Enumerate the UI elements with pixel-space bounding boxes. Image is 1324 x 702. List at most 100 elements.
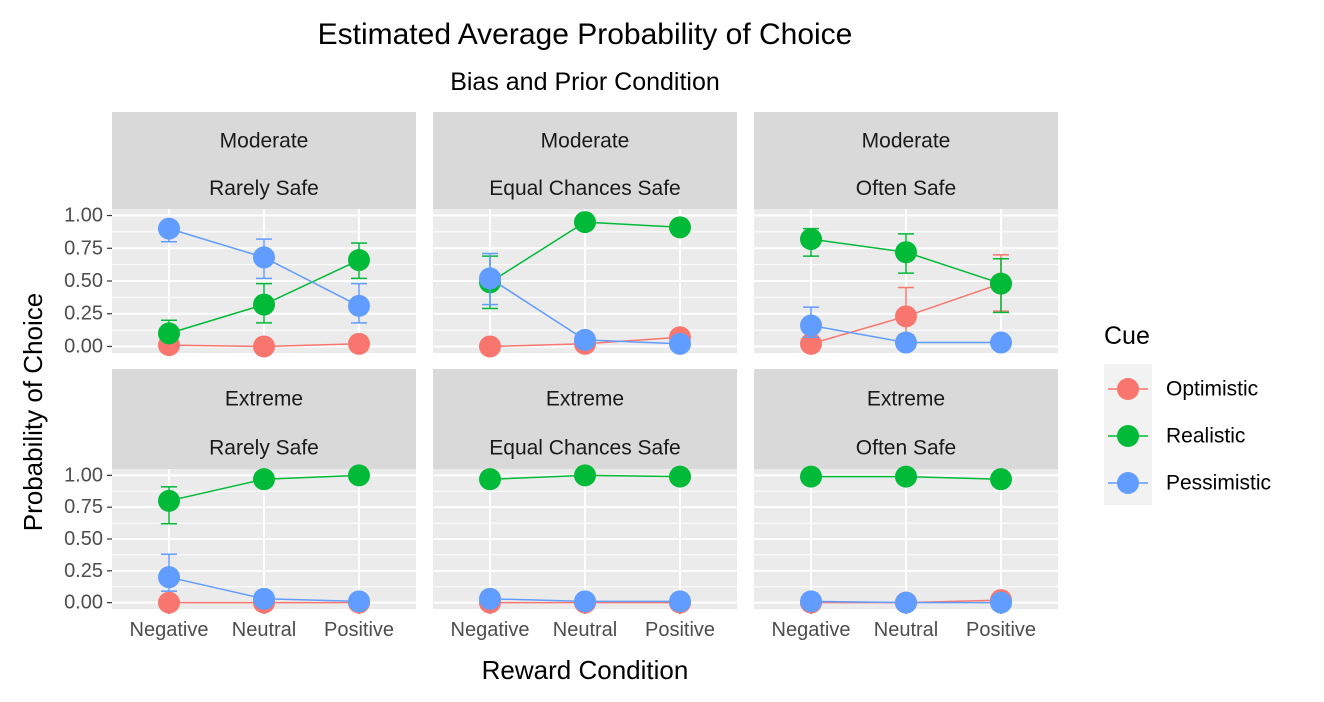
data-point-optimistic — [800, 332, 822, 355]
data-point-realistic — [800, 465, 822, 488]
legend-label: Optimistic — [1166, 378, 1258, 401]
y-tick-label: 1.00 — [64, 464, 103, 486]
chart-title: Estimated Average Probability of Choice — [318, 18, 853, 51]
strip-label-bias: Extreme — [225, 388, 303, 411]
series-pessimistic — [158, 553, 370, 613]
strip-label-bias: Extreme — [867, 388, 945, 411]
series-pessimistic — [158, 217, 370, 324]
series-pessimistic — [479, 252, 691, 355]
legend-key-point — [1117, 378, 1139, 400]
x-tick-label: Positive — [645, 619, 715, 641]
data-point-realistic — [669, 465, 691, 488]
chart-subtitle: Bias and Prior Condition — [450, 68, 720, 96]
data-point-pessimistic — [253, 246, 275, 269]
data-point-pessimistic — [158, 566, 180, 589]
data-point-realistic — [990, 468, 1012, 491]
strip-label-bias: Moderate — [541, 130, 630, 153]
data-point-pessimistic — [348, 294, 370, 317]
data-point-realistic — [479, 468, 501, 491]
series-realistic — [158, 242, 370, 345]
data-point-realistic — [669, 216, 691, 239]
legend: Cue Optimistic Realistic Pessimistic — [1104, 322, 1271, 505]
legend-label: Pessimistic — [1166, 472, 1271, 495]
data-point-pessimistic — [669, 332, 691, 355]
data-point-realistic — [253, 468, 275, 491]
y-tick-label: 0.00 — [64, 592, 103, 614]
data-point-pessimistic — [895, 591, 917, 614]
data-point-pessimistic — [479, 587, 501, 610]
y-tick-label: 1.00 — [64, 205, 103, 227]
facet-strip — [433, 369, 737, 469]
facet-panel-6: Extreme Often Safe Negative Neutral Positive — [754, 369, 1058, 641]
y-tick-label: 0.75 — [64, 237, 103, 259]
y-tick-label: 0.00 — [64, 335, 103, 357]
legend-title: Cue — [1104, 322, 1150, 350]
legend-key-point — [1117, 472, 1139, 494]
series-pessimistic — [800, 306, 1012, 354]
data-point-realistic — [158, 322, 180, 345]
y-tick-label: 0.25 — [64, 560, 103, 582]
x-tick-label: Negative — [130, 619, 209, 641]
legend-item-optimistic: Optimistic — [1108, 378, 1258, 401]
facet-strip — [112, 369, 416, 469]
facet-panel-5: Extreme Equal Chances Safe Negative Neutral… — [433, 369, 737, 641]
facet-strip — [754, 369, 1058, 469]
legend-items: Optimistic Realistic Pessimistic — [1104, 364, 1271, 505]
x-tick-label: Negative — [451, 619, 530, 641]
facet-panel-2: Moderate Equal Chances Safe — [433, 112, 737, 358]
legend-label: Realistic — [1166, 425, 1245, 448]
data-point-optimistic — [158, 591, 180, 614]
strip-label-prior: Rarely Safe — [209, 437, 319, 460]
x-tick-label: Positive — [966, 619, 1036, 641]
data-point-realistic — [158, 489, 180, 512]
data-point-realistic — [574, 464, 596, 487]
data-point-pessimistic — [574, 590, 596, 613]
y-tick-label: 0.75 — [64, 496, 103, 518]
y-tick-label: 0.50 — [64, 270, 103, 292]
facet-panels: Moderate Rarely Safe 0.00 0.25 0.50 0.75 1.00 M… — [64, 112, 1058, 641]
data-point-realistic — [348, 249, 370, 272]
facet-strip — [754, 112, 1058, 209]
series-pessimistic — [800, 590, 1012, 614]
series-realistic — [800, 465, 1012, 491]
data-point-realistic — [895, 241, 917, 264]
data-point-pessimistic — [348, 590, 370, 613]
data-point-realistic — [348, 464, 370, 487]
strip-label-bias: Moderate — [862, 130, 951, 153]
x-axis-title: Reward Condition — [482, 655, 689, 685]
data-point-pessimistic — [158, 217, 180, 240]
facet-strip — [112, 112, 416, 209]
data-point-realistic — [574, 211, 596, 234]
data-point-optimistic — [348, 332, 370, 355]
facet-panel-3: Moderate Often Safe — [754, 112, 1058, 355]
x-tick-label: Neutral — [553, 619, 617, 641]
x-tick-label: Negative — [772, 619, 851, 641]
strip-label-prior: Rarely Safe — [209, 177, 319, 200]
series-realistic — [800, 227, 1012, 314]
data-point-optimistic — [253, 335, 275, 358]
series-pessimistic — [479, 587, 691, 613]
strip-label-prior: Equal Chances Safe — [489, 177, 680, 200]
x-tick-label: Neutral — [232, 619, 296, 641]
series-realistic — [479, 464, 691, 491]
facet-strip — [433, 112, 737, 209]
data-point-realistic — [895, 465, 917, 488]
data-point-realistic — [990, 272, 1012, 295]
facet-panel-4: Extreme Rarely Safe 0.00 0.25 0.50 0.75 1.00 Ne… — [64, 369, 416, 641]
data-point-pessimistic — [253, 587, 275, 610]
data-point-realistic — [253, 293, 275, 316]
data-point-pessimistic — [800, 590, 822, 613]
legend-item-realistic: Realistic — [1108, 425, 1245, 448]
data-point-pessimistic — [479, 267, 501, 290]
strip-label-bias: Extreme — [546, 388, 624, 411]
data-point-realistic — [800, 228, 822, 251]
legend-key-point — [1117, 425, 1139, 447]
data-point-pessimistic — [669, 590, 691, 613]
data-point-pessimistic — [800, 314, 822, 337]
strip-label-prior: Often Safe — [856, 437, 956, 460]
y-tick-label: 0.25 — [64, 303, 103, 325]
data-point-pessimistic — [990, 591, 1012, 614]
data-point-optimistic — [479, 335, 501, 358]
series-realistic — [158, 464, 370, 525]
